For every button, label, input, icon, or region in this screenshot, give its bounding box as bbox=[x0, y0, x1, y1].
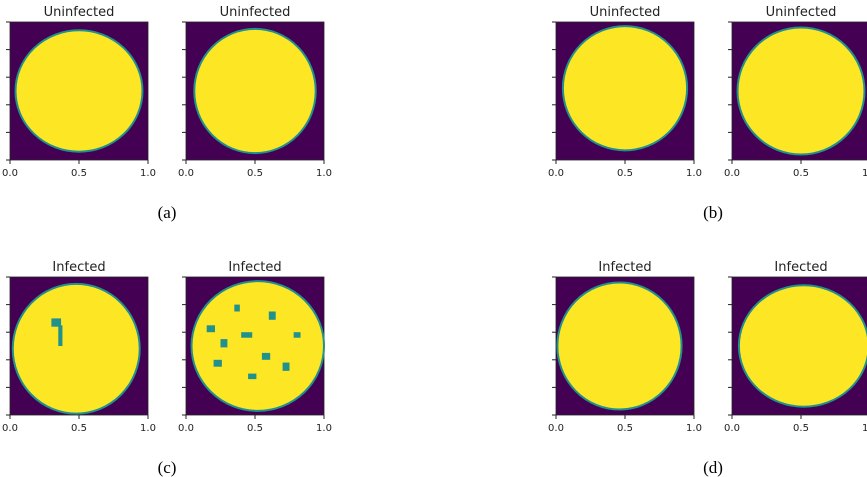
parasite-spot bbox=[58, 325, 63, 346]
x-tick-label: 0.0 bbox=[178, 423, 194, 434]
panel-title: Infected bbox=[774, 260, 827, 275]
image-panel: Infected 0.0 0.5 1.0 bbox=[2, 260, 156, 434]
panel-title: Infected bbox=[52, 260, 105, 275]
image-panel: Uninfected 0.0 0.5 1.0 bbox=[724, 5, 867, 179]
parasite-spot bbox=[234, 304, 240, 312]
x-tick-label: 0.5 bbox=[71, 423, 87, 434]
cell-blob bbox=[193, 27, 317, 155]
cell-blob bbox=[14, 29, 144, 153]
cell-blob bbox=[190, 280, 326, 412]
panel-title: Uninfected bbox=[44, 5, 115, 20]
x-tick-label: 0.5 bbox=[617, 168, 633, 179]
parasite-spot bbox=[248, 373, 257, 380]
cell-blob bbox=[11, 282, 141, 415]
x-tick-label: 1.0 bbox=[686, 423, 702, 434]
image-panel: Infected 0.0 0.5 1.0 bbox=[724, 260, 867, 434]
subfigure-caption: (a) bbox=[158, 203, 177, 222]
parasite-spot bbox=[213, 359, 222, 367]
x-tick-label: 1.0 bbox=[316, 423, 332, 434]
subfigure-caption: (b) bbox=[703, 203, 723, 222]
x-tick-label: 0.5 bbox=[71, 168, 87, 179]
x-tick-label: 0.5 bbox=[617, 423, 633, 434]
x-tick-label: 1.0 bbox=[316, 168, 332, 179]
image-panel: Infected 0.0 0.5 1.0 bbox=[178, 260, 332, 434]
x-tick-label: 0.5 bbox=[247, 423, 263, 434]
parasite-spot bbox=[282, 362, 290, 371]
panel-title: Uninfected bbox=[220, 5, 291, 20]
subfigure-caption: (c) bbox=[158, 458, 177, 477]
x-tick-label: 0.5 bbox=[793, 168, 809, 179]
subfigure-caption: (d) bbox=[703, 458, 723, 477]
image-panel: Infected 0.0 0.5 1.0 bbox=[548, 260, 702, 434]
parasite-spot bbox=[51, 318, 62, 327]
image-panel: Uninfected 0.0 0.5 1.0 bbox=[178, 5, 332, 179]
parasite-spot bbox=[268, 311, 276, 320]
cell-blob bbox=[736, 26, 866, 156]
panel-title: Infected bbox=[228, 260, 281, 275]
x-tick-label: 0.0 bbox=[2, 168, 18, 179]
panel-title: Uninfected bbox=[590, 5, 661, 20]
x-tick-label: 1.0 bbox=[140, 168, 156, 179]
x-tick-label: 0.0 bbox=[548, 168, 564, 179]
x-tick-label: 1.0 bbox=[686, 168, 702, 179]
parasite-spot bbox=[241, 332, 253, 338]
x-tick-label: 0.5 bbox=[247, 168, 263, 179]
x-tick-label: 1.0 bbox=[140, 423, 156, 434]
x-tick-label: 0.0 bbox=[178, 168, 194, 179]
x-tick-label: 0.0 bbox=[724, 423, 740, 434]
image-panel: Uninfected 0.0 0.5 1.0 bbox=[548, 5, 702, 179]
x-tick-label: 0.0 bbox=[724, 168, 740, 179]
x-tick-label: 1.0 bbox=[862, 168, 867, 179]
parasite-spot bbox=[293, 332, 301, 338]
parasite-spot bbox=[261, 352, 271, 360]
x-tick-label: 0.0 bbox=[548, 423, 564, 434]
x-tick-label: 0.0 bbox=[2, 423, 18, 434]
x-tick-label: 0.5 bbox=[793, 423, 809, 434]
panel-title: Infected bbox=[598, 260, 651, 275]
cell-blob bbox=[561, 25, 689, 152]
panel-title: Uninfected bbox=[766, 5, 837, 20]
image-panel: Uninfected 0.0 0.5 1.0 bbox=[2, 5, 156, 179]
x-tick-label: 1.0 bbox=[862, 423, 867, 434]
parasite-spot bbox=[206, 325, 215, 333]
cell-blob bbox=[556, 281, 683, 411]
cell-blob bbox=[737, 284, 867, 408]
parasite-spot bbox=[220, 339, 228, 348]
